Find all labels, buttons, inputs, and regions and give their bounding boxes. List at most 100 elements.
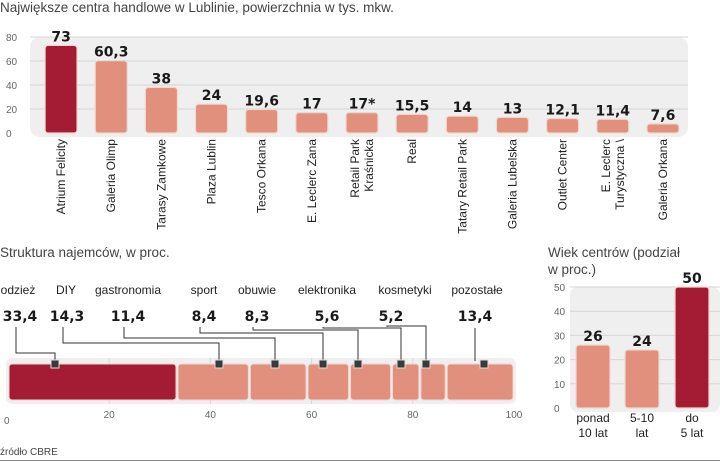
value-label: 33,4 bbox=[3, 309, 38, 325]
leader-line bbox=[386, 325, 427, 361]
segment bbox=[8, 363, 177, 401]
bar bbox=[575, 344, 611, 409]
marker bbox=[353, 359, 363, 369]
leader-line bbox=[123, 327, 276, 361]
bar bbox=[345, 111, 379, 134]
x-tick-label: 20 bbox=[104, 410, 116, 421]
value-label: 15,5 bbox=[395, 98, 430, 114]
plot-panel bbox=[30, 37, 688, 137]
bar bbox=[445, 115, 479, 134]
marker bbox=[270, 359, 280, 369]
y-tick-label: 20 bbox=[554, 356, 566, 367]
category-label: do bbox=[685, 411, 699, 425]
bar bbox=[646, 123, 680, 134]
y-tick-label: 40 bbox=[6, 81, 18, 92]
age-chart-title-line2: w proc.) bbox=[548, 262, 597, 277]
x-tick-label: 40 bbox=[205, 410, 217, 421]
value-label: 13 bbox=[503, 101, 522, 117]
y-tick-label: 30 bbox=[554, 331, 566, 342]
category-label: 10 lat bbox=[578, 426, 608, 440]
value-label: 8,3 bbox=[245, 309, 270, 325]
y-tick-label: 0 bbox=[554, 404, 560, 415]
value-label: 13,4 bbox=[458, 309, 493, 325]
y-tick-label: 10 bbox=[554, 380, 566, 391]
value-label: 5,2 bbox=[379, 309, 404, 325]
bar bbox=[674, 286, 710, 409]
value-label: 60,3 bbox=[94, 45, 129, 61]
bar bbox=[596, 118, 630, 134]
marker bbox=[50, 359, 60, 369]
value-label: 26 bbox=[583, 329, 602, 345]
tenants-chart-title: Struktura najemców, w proc. bbox=[0, 245, 170, 260]
category-label: pozostałe bbox=[451, 283, 503, 297]
bar bbox=[194, 103, 229, 134]
bottom-divider bbox=[0, 460, 720, 461]
value-label: 7,6 bbox=[651, 108, 676, 124]
segment bbox=[446, 363, 514, 401]
value-label: 17* bbox=[349, 97, 376, 113]
category-label: ponad bbox=[576, 411, 609, 425]
centers-chart-title: Największe centra handlowe w Lublinie, p… bbox=[0, 0, 394, 15]
value-label: 12,1 bbox=[545, 102, 580, 118]
leader-line bbox=[199, 327, 324, 361]
category-label: Real bbox=[405, 139, 419, 164]
value-label: 19,6 bbox=[244, 93, 279, 109]
category-label: Galeria Olimp bbox=[104, 139, 118, 213]
leader-line bbox=[15, 327, 56, 361]
y-tick-label: 80 bbox=[6, 33, 18, 44]
segment bbox=[307, 363, 350, 401]
category-label: gastronomia bbox=[95, 283, 161, 297]
value-label: 17 bbox=[302, 97, 321, 113]
value-label: 24 bbox=[202, 88, 222, 104]
category-label: Outlet Center bbox=[556, 139, 570, 210]
value-label: 24 bbox=[632, 334, 652, 350]
segment bbox=[177, 363, 249, 401]
value-label: 11,4 bbox=[595, 103, 630, 119]
category-label: elektronika bbox=[298, 283, 356, 297]
centers-bar-chart: 0 20 40 60 80 73 Atrium Felicity 60,3 Galeria Ol… bbox=[6, 29, 688, 234]
y-tick-label: 0 bbox=[6, 129, 12, 140]
y-tick-label: 20 bbox=[6, 105, 18, 116]
bar bbox=[395, 113, 429, 134]
x-tick-label: 60 bbox=[306, 410, 318, 421]
category-label: lat bbox=[636, 426, 649, 440]
category-label: Retail Park bbox=[348, 138, 362, 198]
bar bbox=[624, 349, 660, 409]
x-tick-label: 0 bbox=[4, 416, 10, 427]
value-label: 14,3 bbox=[50, 309, 85, 325]
category-label: odzież bbox=[1, 283, 36, 297]
marker bbox=[214, 359, 224, 369]
marker bbox=[479, 359, 489, 369]
category-label: kosmetyki bbox=[378, 283, 431, 297]
leader-line bbox=[322, 327, 402, 361]
segment bbox=[350, 363, 392, 401]
category-label: DIY bbox=[56, 283, 76, 297]
category-label: Kraśnicka bbox=[362, 139, 376, 192]
category-label: Turystyczna \ bbox=[613, 138, 627, 210]
marker bbox=[421, 359, 431, 369]
value-label: 50 bbox=[682, 271, 702, 287]
category-label: Tarasy Zamkowe bbox=[154, 139, 168, 230]
value-label: 38 bbox=[152, 71, 171, 87]
category-label: Galeria Orkana bbox=[656, 139, 670, 221]
segment bbox=[392, 363, 420, 401]
marker bbox=[318, 359, 328, 369]
value-label: 14 bbox=[453, 100, 473, 116]
category-label: obuwie bbox=[238, 283, 276, 297]
y-tick-label: 60 bbox=[6, 57, 18, 68]
bar bbox=[144, 86, 178, 134]
category-label: Galeria Lubelska bbox=[505, 139, 519, 229]
leader-line bbox=[252, 327, 359, 361]
y-tick-label: 50 bbox=[554, 283, 566, 294]
bar bbox=[245, 108, 279, 134]
value-label: 73 bbox=[51, 29, 70, 45]
segment bbox=[249, 363, 307, 401]
leader-line bbox=[62, 327, 220, 361]
category-label: Atrium Felicity bbox=[54, 139, 68, 214]
category-label: sport bbox=[191, 283, 218, 297]
category-label: Plaza Lublin bbox=[205, 139, 219, 204]
category-label: Tatary Retail Park bbox=[455, 138, 469, 234]
value-label: 8,4 bbox=[192, 309, 217, 325]
